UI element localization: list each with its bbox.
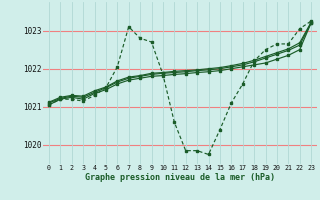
X-axis label: Graphe pression niveau de la mer (hPa): Graphe pression niveau de la mer (hPa) — [85, 173, 275, 182]
